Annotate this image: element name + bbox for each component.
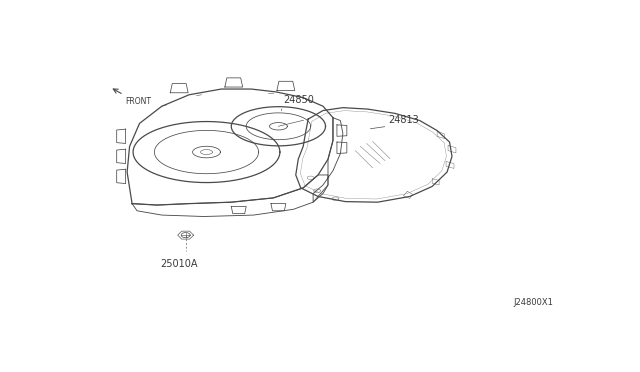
Text: FRONT: FRONT <box>125 97 152 106</box>
Text: 24813: 24813 <box>388 115 419 125</box>
Text: 24850: 24850 <box>284 95 314 105</box>
Text: 25010A: 25010A <box>161 259 198 269</box>
Text: J24800X1: J24800X1 <box>514 298 554 307</box>
